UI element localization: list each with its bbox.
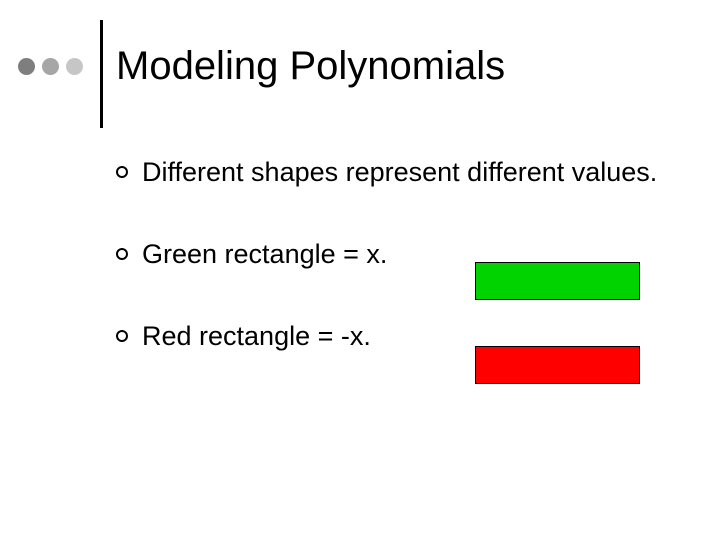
- title-separator-line: [100, 20, 103, 128]
- list-item: Different shapes represent different val…: [116, 156, 676, 190]
- dot-1: [18, 58, 35, 75]
- bullet-icon: [116, 166, 128, 178]
- bullet-text: Different shapes represent different val…: [142, 156, 676, 190]
- red-rectangle-shape: [475, 346, 640, 384]
- slide-title: Modeling Polynomials: [116, 44, 505, 89]
- bullet-icon: [116, 330, 128, 342]
- dot-3: [66, 58, 83, 75]
- green-rectangle-shape: [475, 262, 640, 300]
- decor-dots: [18, 58, 83, 75]
- dot-2: [42, 58, 59, 75]
- bullet-icon: [116, 248, 128, 260]
